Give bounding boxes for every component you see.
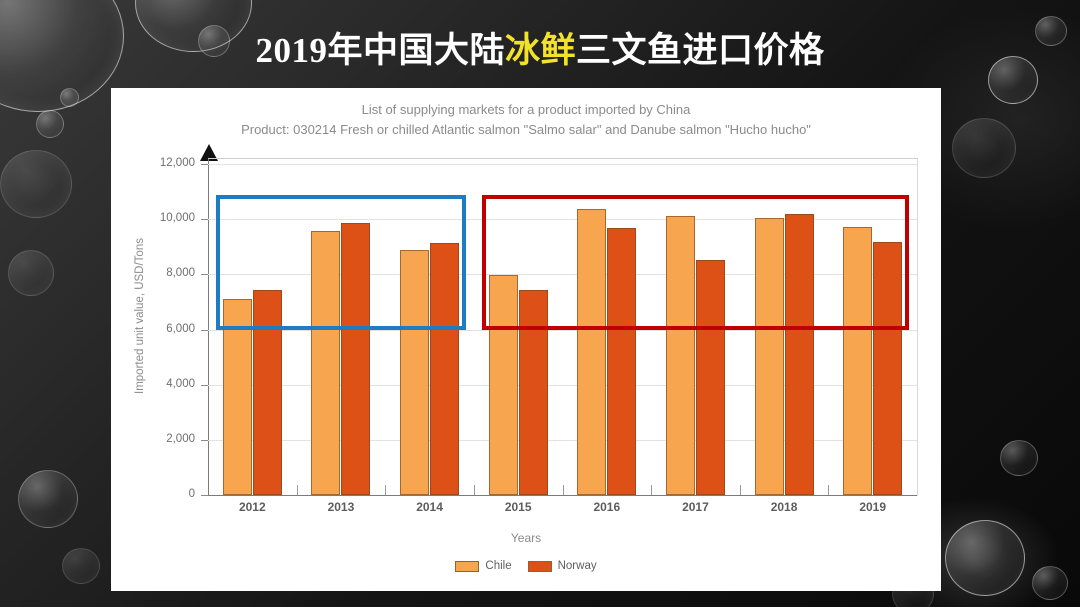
legend-swatch-norway (527, 560, 552, 572)
plot-top-border (208, 158, 918, 159)
gridline (208, 439, 917, 441)
bar-chile-2019 (843, 227, 873, 495)
gridline (208, 384, 917, 386)
x-axis-group-separator (562, 485, 564, 495)
legend-label: Norway (557, 560, 597, 572)
legend-item-chile[interactable]: Chile (455, 560, 512, 572)
x-tick-label: 2013 (327, 500, 355, 514)
y-tick-label: 8,000 (166, 267, 195, 280)
blue-highlight-box (216, 195, 466, 330)
x-tick-label: 2014 (416, 500, 443, 514)
y-axis-tick (201, 439, 208, 441)
y-axis-tick (201, 164, 208, 165)
y-tick-label: 12,000 (159, 157, 195, 169)
bar-chile-2018 (754, 218, 784, 495)
legend-item-norway[interactable]: Norway (527, 560, 597, 572)
page-title: 2019年中国大陆冰鲜三文鱼进口价格 (0, 22, 1080, 73)
x-axis-group-separator (296, 485, 298, 495)
bar-chart-plot: Imported unit value, USD/Tons 12,000 10,0… (111, 88, 941, 591)
gridline (208, 219, 917, 221)
y-axis-tick (201, 219, 208, 221)
y-axis-tick (201, 274, 208, 276)
x-tick-label: 2012 (238, 500, 266, 514)
title-prefix: 2019年中国大陆 (255, 31, 505, 70)
bubble-decoration (8, 250, 54, 296)
x-axis-line (208, 495, 917, 496)
bar-norway-2017 (695, 260, 725, 495)
red-highlight-box (481, 195, 909, 330)
x-tick-label: 2018 (770, 500, 798, 514)
bar-norway-2012 (252, 290, 282, 495)
title-suffix: 三文鱼进口价格 (576, 31, 825, 70)
bubble-decoration (1032, 566, 1068, 600)
bubble-decoration (62, 548, 100, 584)
chart-subtitle: Product: 030214 Fresh or chilled Atlanti… (241, 122, 811, 137)
legend-swatch-chile (455, 560, 480, 572)
x-axis-group-separator (651, 485, 653, 495)
chart-legend: Chile Norway (111, 560, 941, 572)
x-axis-title: Years (510, 531, 542, 545)
y-axis-title: Imported unit value, USD/Tons (134, 238, 146, 394)
x-tick-label: 2019 (859, 500, 887, 514)
x-tick-label: 2017 (682, 500, 709, 514)
x-axis-group-separator (739, 485, 741, 495)
x-axis-group-separator (385, 485, 387, 495)
y-axis-line (208, 158, 209, 496)
y-axis-tick (201, 384, 208, 386)
y-tick-label: 4,000 (166, 377, 195, 390)
bar-norway-2015 (518, 290, 548, 495)
y-tick-label: 10,000 (159, 212, 195, 225)
legend-label: Chile (485, 560, 512, 572)
x-axis-group-separator (473, 485, 475, 495)
title-highlight: 冰鲜 (504, 31, 576, 70)
bar-norway-2019 (873, 242, 903, 495)
bubble-decoration (36, 110, 64, 138)
bubble-decoration (952, 118, 1016, 178)
gridline (208, 164, 917, 165)
bubble-decoration (18, 470, 78, 528)
gridline (208, 329, 917, 331)
bar-chile-2013 (311, 231, 341, 495)
chart-title: List of supplying markets for a product … (361, 102, 691, 117)
y-axis-arrow-icon (200, 144, 218, 161)
bar-chile-2014 (400, 250, 430, 495)
bar-chile-2012 (222, 299, 252, 495)
y-tick-label: 6,000 (166, 322, 195, 335)
bubble-decoration (0, 150, 72, 218)
bar-chile-2015 (488, 274, 518, 495)
bubble-decoration (60, 88, 79, 107)
bar-norway-2018 (784, 213, 814, 495)
bubble-decoration (945, 520, 1025, 596)
bar-norway-2013 (341, 223, 371, 495)
bar-chile-2017 (665, 215, 695, 495)
chart-panel: List of supplying markets for a product … (111, 88, 941, 591)
bar-norway-2016 (607, 228, 637, 495)
y-axis-tick (201, 495, 208, 496)
y-tick-label: 2,000 (166, 432, 195, 445)
bar-chile-2016 (577, 208, 607, 495)
bar-norway-2014 (430, 243, 460, 495)
bubble-decoration (1000, 440, 1038, 476)
plot-right-border (917, 158, 918, 496)
x-tick-label: 2016 (593, 500, 621, 514)
y-axis-tick (201, 329, 208, 331)
x-tick-label: 2015 (504, 500, 532, 514)
gridline (208, 274, 917, 276)
x-axis-group-separator (828, 485, 830, 495)
y-tick-label: 0 (188, 488, 195, 500)
chart-header: List of supplying markets for a product … (111, 102, 941, 137)
